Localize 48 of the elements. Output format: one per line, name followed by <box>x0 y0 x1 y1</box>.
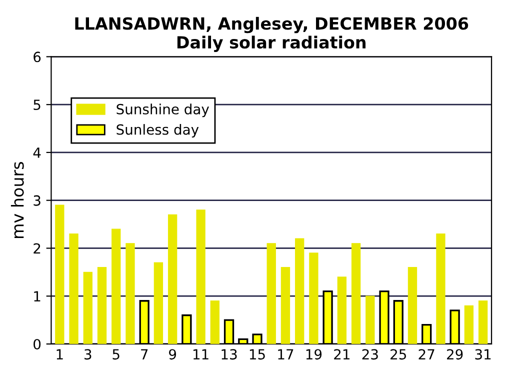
y-tick-label: 2 <box>34 243 40 254</box>
y-tick-label: 0 <box>34 338 41 350</box>
bar <box>69 234 78 344</box>
bar <box>351 243 361 344</box>
bar <box>168 214 178 344</box>
y-axis-title: mv hours <box>10 162 24 238</box>
bar <box>210 300 220 344</box>
bar <box>408 267 418 344</box>
chart-title: LLANSADWRN, Anglesey, DECEMBER 2006 Daily solar radiation <box>75 16 468 52</box>
x-tick-label: 19 <box>306 349 322 360</box>
bar <box>196 210 206 344</box>
x-tick-label: 5 <box>112 349 120 360</box>
legend-label: Sunshine day <box>116 104 210 118</box>
x-tick-label: 25 <box>390 349 406 360</box>
bar <box>309 252 318 344</box>
y-tick-label: 4 <box>33 148 41 158</box>
bar <box>366 296 375 344</box>
bar <box>436 234 446 344</box>
bar <box>464 305 474 344</box>
bar <box>280 267 290 344</box>
y-tick-label: 5 <box>34 100 40 110</box>
bar <box>154 262 164 344</box>
bar <box>478 300 488 344</box>
x-tick-label: 11 <box>193 349 208 360</box>
x-tick-label: 15 <box>250 349 265 360</box>
x-tick-label: 21 <box>334 349 350 360</box>
x-tick-label: 9 <box>169 349 176 360</box>
bar <box>112 228 121 344</box>
x-tick-label: 17 <box>278 349 294 360</box>
y-tick-label: 3 <box>34 195 40 206</box>
bar <box>55 204 64 344</box>
bar <box>83 272 92 344</box>
x-tick-label: 1 <box>56 349 63 360</box>
x-tick-label: 3 <box>84 349 92 360</box>
bar <box>337 276 347 344</box>
x-tick-label: 29 <box>447 349 463 360</box>
x-tick-label: 7 <box>141 349 148 360</box>
legend-label: Sunless day <box>116 124 199 138</box>
y-tick-label: 6 <box>34 52 41 62</box>
x-tick-label: 23 <box>362 349 378 360</box>
x-tick-label: 31 <box>475 349 491 360</box>
x-tick-label: 27 <box>418 349 434 360</box>
bar <box>97 267 107 344</box>
bar <box>295 238 304 344</box>
x-tick-label: 13 <box>222 349 237 360</box>
bar <box>126 243 135 344</box>
bar <box>266 243 276 344</box>
y-tick-label: 1 <box>34 291 40 302</box>
